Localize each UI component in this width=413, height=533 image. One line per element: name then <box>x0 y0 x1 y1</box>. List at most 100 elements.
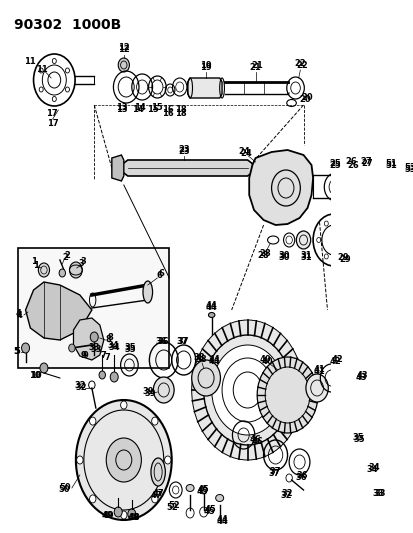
Text: 43: 43 <box>356 372 368 381</box>
Text: 37: 37 <box>269 467 281 477</box>
Circle shape <box>200 486 206 494</box>
Circle shape <box>404 178 413 192</box>
Text: 33: 33 <box>373 489 385 497</box>
Text: 27: 27 <box>359 157 371 166</box>
Text: 2: 2 <box>62 253 68 262</box>
Text: 42: 42 <box>329 358 341 367</box>
Ellipse shape <box>208 312 214 318</box>
Text: 50: 50 <box>58 486 69 495</box>
Circle shape <box>40 363 48 373</box>
Circle shape <box>76 400 171 520</box>
Circle shape <box>110 372 118 382</box>
Text: 39: 39 <box>144 389 156 398</box>
Text: 28: 28 <box>259 249 271 259</box>
Circle shape <box>120 401 127 409</box>
Polygon shape <box>249 150 312 225</box>
Text: 33: 33 <box>88 343 100 351</box>
Polygon shape <box>112 160 255 176</box>
Text: 9: 9 <box>80 351 86 360</box>
Text: 13: 13 <box>115 106 127 115</box>
Text: 42: 42 <box>330 356 342 365</box>
Circle shape <box>99 371 105 379</box>
Text: 30: 30 <box>278 251 290 260</box>
Text: 34: 34 <box>366 465 377 474</box>
Text: 6: 6 <box>157 271 162 279</box>
Circle shape <box>296 231 310 249</box>
Text: 45: 45 <box>197 486 209 495</box>
Text: 35: 35 <box>351 433 363 442</box>
Text: 11: 11 <box>36 66 47 75</box>
Text: 34: 34 <box>108 343 120 352</box>
Ellipse shape <box>142 281 152 303</box>
Text: 44: 44 <box>205 302 217 311</box>
Text: 50: 50 <box>59 483 71 492</box>
Text: 23: 23 <box>178 146 189 155</box>
Text: 5: 5 <box>14 348 21 357</box>
Text: 36: 36 <box>294 473 306 482</box>
Text: 53: 53 <box>404 163 413 172</box>
Text: 52: 52 <box>168 502 180 511</box>
Text: 1: 1 <box>33 261 39 270</box>
Text: 12: 12 <box>118 45 129 54</box>
Text: 48: 48 <box>128 513 140 522</box>
Text: 37: 37 <box>178 337 189 346</box>
Text: 16: 16 <box>161 106 173 115</box>
Text: 20: 20 <box>299 95 310 104</box>
Text: 21: 21 <box>251 61 262 70</box>
Polygon shape <box>187 78 221 98</box>
Text: 37: 37 <box>268 470 279 479</box>
Text: 32: 32 <box>281 489 293 498</box>
Text: 36: 36 <box>157 337 169 346</box>
Text: 43: 43 <box>355 374 367 383</box>
Ellipse shape <box>215 495 223 502</box>
Text: 28: 28 <box>257 252 269 261</box>
Text: 44: 44 <box>205 303 217 312</box>
Text: 3: 3 <box>78 260 84 269</box>
Circle shape <box>39 68 43 73</box>
Circle shape <box>38 263 50 277</box>
Circle shape <box>52 59 56 63</box>
Circle shape <box>347 438 370 466</box>
Text: 15: 15 <box>150 103 162 112</box>
Text: 4: 4 <box>15 309 21 318</box>
Circle shape <box>106 438 141 482</box>
Circle shape <box>118 58 129 72</box>
Text: 12: 12 <box>118 43 129 52</box>
Text: 38: 38 <box>193 353 205 362</box>
Circle shape <box>76 456 83 464</box>
Polygon shape <box>26 282 92 340</box>
Text: 40: 40 <box>261 358 273 367</box>
Circle shape <box>65 87 69 92</box>
Circle shape <box>191 320 303 460</box>
Text: 31: 31 <box>299 252 311 261</box>
Text: 36: 36 <box>295 472 307 481</box>
Text: 32: 32 <box>74 382 85 391</box>
Text: 36: 36 <box>155 336 167 345</box>
Text: 34: 34 <box>367 464 379 472</box>
Text: 35: 35 <box>353 435 364 445</box>
Text: 8: 8 <box>107 334 113 343</box>
Circle shape <box>128 509 135 519</box>
Circle shape <box>59 269 65 277</box>
Text: 14: 14 <box>133 103 145 112</box>
Text: 2: 2 <box>64 251 70 260</box>
Text: 9: 9 <box>82 351 88 360</box>
Circle shape <box>120 511 127 519</box>
Circle shape <box>211 345 283 435</box>
Circle shape <box>153 377 174 403</box>
Text: 20: 20 <box>301 93 313 102</box>
Text: 19: 19 <box>200 61 211 70</box>
Circle shape <box>305 374 328 402</box>
Text: 23: 23 <box>178 148 189 157</box>
Text: 11: 11 <box>24 58 36 67</box>
Ellipse shape <box>151 458 165 486</box>
Text: 41: 41 <box>313 367 325 376</box>
Text: 3: 3 <box>80 257 86 266</box>
Text: 35: 35 <box>124 345 136 354</box>
Circle shape <box>164 456 171 464</box>
Text: 25: 25 <box>329 158 341 167</box>
Text: 19: 19 <box>200 63 211 72</box>
Text: 45: 45 <box>204 505 216 514</box>
Text: 17: 17 <box>46 109 57 117</box>
Polygon shape <box>112 155 123 181</box>
